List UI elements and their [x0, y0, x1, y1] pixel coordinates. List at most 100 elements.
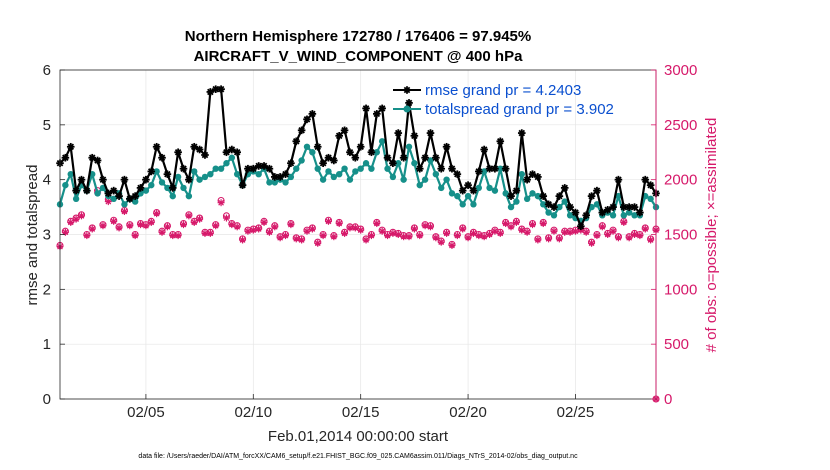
obs-assimilated-point: [426, 223, 434, 231]
rmse-point-stroke: [529, 170, 536, 178]
rmse-point: [66, 142, 75, 151]
obs-assimilated-point-stroke: [637, 232, 643, 239]
rmse-point-stroke: [582, 212, 590, 219]
obs-assimilated-point-stroke: [336, 220, 343, 227]
spread-point: [400, 176, 407, 183]
obs-assimilated-point: [314, 239, 322, 247]
obs-assimilated-point-stroke: [449, 242, 455, 249]
series-lines: [56, 85, 660, 231]
rmse-point-stroke: [346, 148, 354, 156]
obs-assimilated-point-stroke: [159, 229, 165, 236]
obs-assimilated-point: [464, 234, 472, 242]
spread-point: [282, 179, 289, 186]
spread-point: [491, 187, 499, 194]
rmse-point-stroke: [566, 203, 574, 211]
spread-point: [362, 160, 370, 167]
rmse-point: [609, 203, 617, 211]
rmse-point-stroke: [625, 203, 633, 211]
rmse-point-stroke: [121, 176, 128, 183]
obs-assimilated-point: [163, 223, 171, 231]
y-axis-label: rmse and totalspread: [24, 165, 41, 306]
rmse-point-stroke: [276, 173, 284, 181]
obs-assimilated-point: [566, 228, 574, 236]
obs-assimilated-point-stroke: [588, 240, 595, 247]
obs-assimilated-point: [410, 225, 418, 233]
y-right-tick-label: 3000: [664, 62, 697, 79]
rmse-point: [174, 148, 182, 157]
obs-assimilated-point: [346, 224, 354, 232]
obs-assimilated-point-stroke: [384, 232, 391, 239]
obs-assimilated-point-stroke: [234, 223, 241, 230]
obs-assimilated-point-stroke: [395, 231, 402, 238]
rmse-point: [464, 181, 472, 189]
spread-point: [309, 149, 316, 156]
rmse-point-stroke: [153, 143, 160, 151]
rmse-point-stroke: [83, 187, 91, 194]
y-axis-left: 0 1 2 3 4 5 6: [43, 62, 65, 408]
rmse-point-stroke: [443, 143, 450, 151]
rmse-point: [405, 99, 413, 107]
rmse-point-stroke: [475, 168, 483, 175]
rmse-point: [99, 175, 107, 184]
obs-assimilated-point: [179, 221, 187, 229]
obs-assimilated-point-stroke: [330, 233, 337, 240]
y-tick-label: 5: [43, 117, 51, 134]
obs-assimilated-point: [260, 218, 268, 226]
obs-assimilated-point-stroke: [78, 212, 85, 219]
spread-point: [448, 190, 456, 197]
spread-point: [523, 195, 531, 203]
obs-assimilated-point: [443, 229, 451, 237]
rmse-point-stroke: [185, 176, 193, 183]
obs-assimilated-point-stroke: [180, 221, 187, 228]
spread-point: [609, 212, 617, 219]
obs-assimilated-point-stroke: [357, 227, 364, 233]
obs-assimilated-point-stroke: [604, 231, 611, 238]
obs-assimilated-point-stroke: [239, 237, 246, 243]
y-tick-label: 4: [43, 172, 51, 189]
rmse-point: [346, 148, 354, 157]
obs-assimilated-point: [271, 223, 279, 231]
rmse-point-stroke: [491, 165, 499, 172]
rmse-point-stroke: [212, 85, 220, 93]
rmse-point-stroke: [588, 192, 595, 200]
obs-assimilated-point: [432, 234, 440, 242]
obs-assimilated-point-stroke: [105, 198, 112, 205]
rmse-point: [560, 184, 569, 192]
rmse-point-stroke: [470, 187, 477, 194]
obs-assimilated-point-stroke: [245, 228, 251, 235]
spread-point: [271, 179, 278, 186]
y-right-tick-label: 500: [664, 336, 689, 353]
rmse-point: [287, 159, 295, 168]
obs-assimilated-point: [341, 229, 349, 237]
rmse-point: [163, 170, 172, 178]
obs-assimilated-point: [77, 212, 85, 220]
rmse-point: [362, 104, 370, 113]
rmse-point: [517, 129, 526, 137]
rmse-point: [442, 142, 451, 151]
rmse-point: [340, 126, 349, 135]
spread-point: [293, 165, 300, 172]
rmse-point: [426, 129, 435, 137]
obs-assimilated-point-stroke: [642, 226, 649, 232]
spread-point: [357, 165, 364, 172]
chart-subtitle: AIRCRAFT_V_WIND_COMPONENT @ 400 hPa: [194, 48, 524, 65]
spread-point: [233, 170, 241, 178]
x-tick-label: 02/25: [557, 404, 595, 421]
obs-assimilated-point: [142, 222, 150, 230]
rmse-point: [136, 184, 145, 192]
obs-assimilated-point: [512, 218, 520, 226]
rmse-point: [260, 162, 268, 170]
spread-point: [534, 192, 542, 200]
obs-assimilated-point-stroke: [508, 223, 514, 230]
rmse-point-stroke: [534, 173, 542, 181]
legend-rmse-asterisk-stroke: [403, 86, 411, 94]
obs-assimilated-point-stroke: [325, 218, 332, 225]
rmse-point-stroke: [496, 137, 504, 145]
obs-assimilated-point: [126, 222, 134, 230]
x-tick-label: 02/05: [127, 404, 165, 421]
rmse-point-stroke: [545, 201, 552, 208]
obs-assimilated-point-stroke: [341, 230, 348, 237]
obs-assimilated-point-stroke: [196, 216, 203, 223]
obs-assimilated-point-stroke: [427, 223, 434, 230]
rmse-point: [475, 167, 483, 176]
